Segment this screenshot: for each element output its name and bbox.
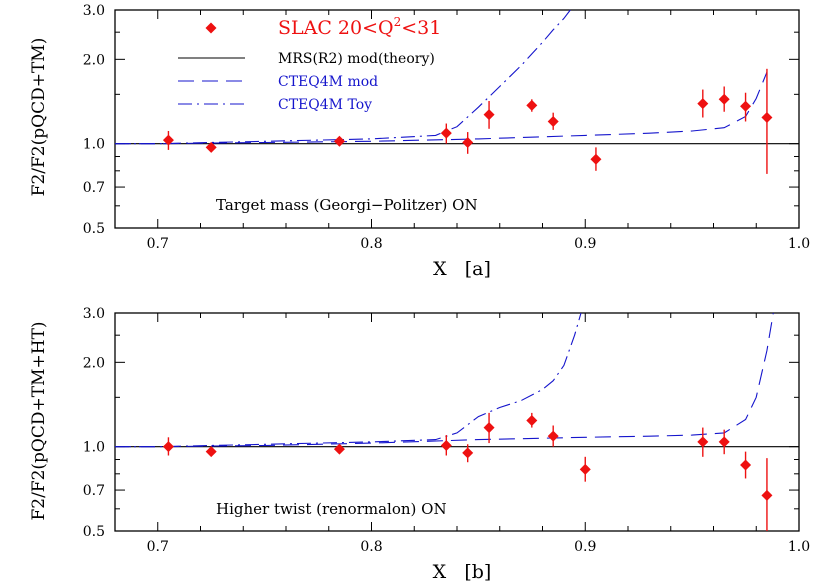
data-point xyxy=(740,100,752,112)
legend-entry-data: SLAC 20<Q2<31 xyxy=(278,15,441,39)
data-point xyxy=(718,93,730,105)
y-tick-label: 2.0 xyxy=(83,355,105,371)
data-point xyxy=(483,422,495,434)
legend-entry-toy: CTEQ4M Toy xyxy=(278,97,372,113)
data-point xyxy=(547,115,559,127)
panel-b: F2/F2(pQCD+TM+HT) X [b] Higher twist (re… xyxy=(29,306,810,583)
x-tick-label: 0.9 xyxy=(574,539,596,555)
data-point xyxy=(440,439,452,451)
plot-frame xyxy=(114,312,800,532)
data-point xyxy=(697,436,709,448)
data-point xyxy=(718,436,730,448)
legend-marker-data xyxy=(205,22,217,34)
x-tick-label: 0.7 xyxy=(147,539,169,555)
data-point xyxy=(162,134,174,146)
y-tick-label: 2.0 xyxy=(83,52,105,68)
y-tick-label: 0.7 xyxy=(83,180,105,196)
data-point xyxy=(162,441,174,453)
x-tick-label: 0.8 xyxy=(360,236,382,252)
cteq4m-mod-curve xyxy=(115,71,768,145)
data-point xyxy=(333,135,345,147)
data-point xyxy=(333,443,345,455)
x-axis-label: X [a] xyxy=(433,258,491,280)
data-point xyxy=(579,463,591,475)
y-tick-label: 1.0 xyxy=(83,440,105,456)
x-tick-label: 0.9 xyxy=(574,236,596,252)
cteq4m-mod-curve xyxy=(115,312,774,448)
data-point xyxy=(590,153,602,165)
legend-entry-mod: CTEQ4M mod xyxy=(278,74,378,90)
data-point xyxy=(697,98,709,110)
cteq4m-toy-curve xyxy=(115,9,571,145)
data-point xyxy=(740,459,752,471)
data-point xyxy=(462,136,474,148)
y-tick-label: 0.7 xyxy=(83,483,105,499)
data-point xyxy=(205,141,217,153)
data-point xyxy=(761,489,773,501)
panel-annotation: Target mass (Georgi−Politzer) ON xyxy=(216,196,478,214)
legend: SLAC 20<Q2<31 MRS(R2) mod(theory) CTEQ4M m… xyxy=(178,15,441,113)
data-point xyxy=(526,414,538,426)
legend-entry-theory: MRS(R2) mod(theory) xyxy=(278,51,435,67)
x-axis-label: X [b] xyxy=(433,561,492,583)
y-tick-label: 1.0 xyxy=(83,137,105,153)
y-axis-label: F2/F2(pQCD+TM) xyxy=(29,38,49,197)
y-tick-label: 0.5 xyxy=(83,221,105,237)
data-point xyxy=(462,447,474,459)
data-point xyxy=(205,446,217,458)
y-tick-label: 3.0 xyxy=(83,306,105,322)
y-axis-label: F2/F2(pQCD+TM+HT) xyxy=(29,321,49,520)
x-tick-label: 1.0 xyxy=(788,539,810,555)
data-point xyxy=(761,111,773,123)
data-point xyxy=(483,109,495,121)
data-point xyxy=(526,99,538,111)
panel-annotation: Higher twist (renormalon) ON xyxy=(216,500,447,518)
y-tick-label: 3.0 xyxy=(83,3,105,19)
data-point xyxy=(547,430,559,442)
data-point xyxy=(440,127,452,139)
cteq4m-toy-curve xyxy=(115,312,582,448)
x-tick-label: 0.8 xyxy=(360,539,382,555)
x-tick-label: 0.7 xyxy=(147,236,169,252)
y-tick-label: 0.5 xyxy=(83,524,105,540)
x-tick-label: 1.0 xyxy=(788,236,810,252)
panel-a: F2/F2(pQCD+TM) X [a] Target mass (Georgi… xyxy=(29,3,810,280)
